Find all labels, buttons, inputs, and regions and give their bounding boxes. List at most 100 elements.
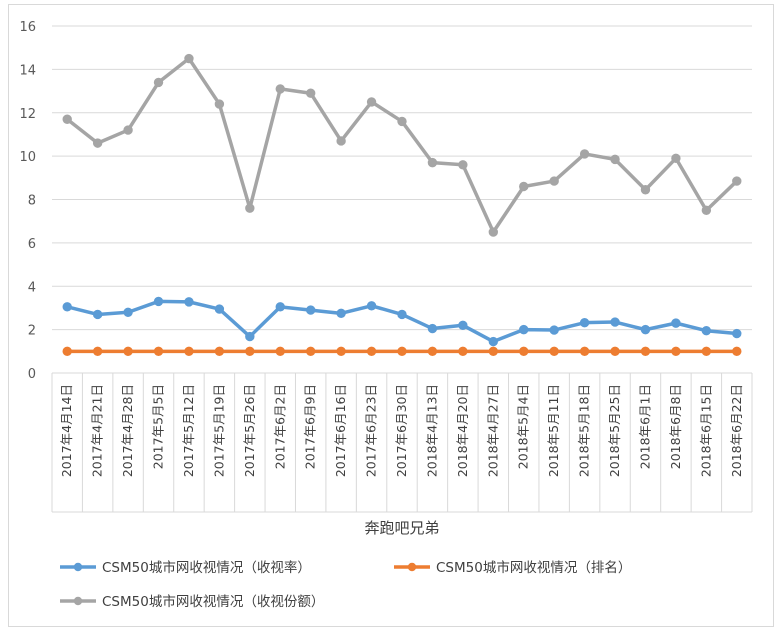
- y-tick-label: 0: [28, 367, 36, 382]
- data-point: [549, 176, 559, 186]
- series-0: [62, 296, 742, 347]
- x-axis-categories: 2017年4月14日 2017年4月21日 2017年4月28日 2017年5月5日 2…: [51, 373, 753, 513]
- x-axis-title: 奔跑吧兄弟: [364, 519, 439, 537]
- x-tick-label: 2017年4月21日: [90, 384, 105, 477]
- data-point: [245, 331, 255, 342]
- x-tick-label: 2017年6月23日: [364, 384, 379, 477]
- data-point: [184, 53, 194, 64]
- data-point: [671, 318, 681, 328]
- y-tick-label: 6: [28, 237, 36, 252]
- data-point: [62, 114, 72, 124]
- x-tick-label: 2018年4月13日: [424, 384, 439, 477]
- series-line: [65, 56, 739, 234]
- data-point: [579, 317, 590, 328]
- x-tick-label: 2017年6月9日: [303, 384, 318, 469]
- data-point: [397, 116, 407, 127]
- x-tick-label: 2017年6月30日: [394, 384, 409, 477]
- data-point: [701, 326, 712, 336]
- data-point: [184, 297, 194, 307]
- data-point: [671, 153, 681, 163]
- data-point: [275, 84, 285, 94]
- legend-item: CSM50城市网收视情况（排名）: [394, 559, 631, 576]
- data-point: [366, 301, 377, 311]
- x-tick-label: 2018年6月8日: [668, 384, 683, 469]
- legend-label: CSM50城市网收视情况（收视率）: [102, 559, 311, 576]
- data-point: [275, 302, 285, 312]
- data-point: [62, 302, 72, 312]
- series-line: [65, 299, 739, 344]
- data-point: [640, 324, 651, 335]
- chart-border: [8, 4, 774, 627]
- data-point: [549, 346, 559, 357]
- x-tick-label: 2018年6月15日: [698, 384, 713, 477]
- data-point: [610, 317, 620, 327]
- data-point: [184, 346, 194, 357]
- data-point: [214, 99, 225, 109]
- x-tick-label: 2017年5月12日: [181, 384, 196, 477]
- data-point: [336, 308, 346, 319]
- y-tick-label: 12: [19, 107, 36, 122]
- data-point: [427, 323, 438, 334]
- x-tick-label: 2018年6月1日: [637, 384, 652, 469]
- series-1: [62, 346, 742, 357]
- x-tick-label: 2017年6月2日: [272, 384, 287, 469]
- data-point: [488, 336, 499, 347]
- data-point: [92, 309, 103, 320]
- data-point: [92, 346, 103, 357]
- legend-swatch-marker: [73, 596, 83, 606]
- data-point: [549, 325, 559, 335]
- data-point: [366, 346, 377, 357]
- data-point: [579, 149, 590, 159]
- legend-label: CSM50城市网收视情况（排名）: [436, 559, 631, 576]
- data-point: [305, 346, 316, 357]
- data-point: [366, 97, 377, 107]
- data-point: [610, 346, 620, 357]
- series-layer: [62, 53, 742, 357]
- legend-item: CSM50城市网收视情况（收视份额）: [60, 593, 324, 610]
- x-tick-label: 2018年5月4日: [516, 384, 531, 469]
- y-tick-label: 2: [28, 324, 36, 339]
- data-point: [640, 346, 651, 357]
- x-tick-label: 2017年5月19日: [211, 384, 226, 477]
- legend-item: CSM50城市网收视情况（收视率）: [60, 559, 311, 576]
- data-point: [701, 205, 712, 216]
- data-point: [214, 304, 225, 314]
- data-point: [336, 346, 346, 357]
- data-point: [458, 346, 468, 357]
- series-2: [62, 53, 742, 237]
- y-tick-label: 10: [19, 150, 36, 165]
- data-point: [427, 346, 438, 357]
- data-point: [427, 157, 438, 168]
- data-point: [488, 227, 499, 237]
- data-point: [458, 320, 468, 330]
- data-point: [397, 346, 407, 357]
- legend-swatch-marker: [407, 562, 417, 572]
- y-tick-label: 14: [19, 63, 36, 78]
- data-point: [245, 346, 255, 357]
- data-point: [488, 346, 499, 357]
- data-point: [214, 346, 225, 357]
- data-point: [153, 296, 164, 307]
- legend-label: CSM50城市网收视情况（收视份额）: [102, 593, 324, 610]
- data-point: [732, 328, 742, 339]
- data-point: [92, 138, 103, 148]
- x-tick-label: 2018年5月11日: [546, 384, 561, 477]
- data-point: [701, 346, 712, 357]
- data-point: [245, 203, 255, 213]
- data-point: [123, 125, 133, 135]
- y-tick-label: 16: [19, 20, 36, 35]
- data-point: [519, 181, 529, 192]
- data-point: [153, 77, 164, 88]
- data-point: [123, 346, 133, 357]
- data-point: [579, 346, 590, 357]
- data-point: [397, 309, 407, 320]
- data-point: [732, 346, 742, 357]
- x-tick-label: 2017年5月5日: [151, 384, 166, 469]
- y-tick-label: 4: [28, 280, 36, 295]
- y-axis-ticks: 0 2 4 6 8 10 12 14 16: [19, 20, 36, 382]
- data-point: [305, 305, 316, 315]
- data-point: [123, 307, 133, 317]
- chart-frame: [8, 4, 774, 627]
- x-tick-label: 2017年4月14日: [59, 384, 74, 477]
